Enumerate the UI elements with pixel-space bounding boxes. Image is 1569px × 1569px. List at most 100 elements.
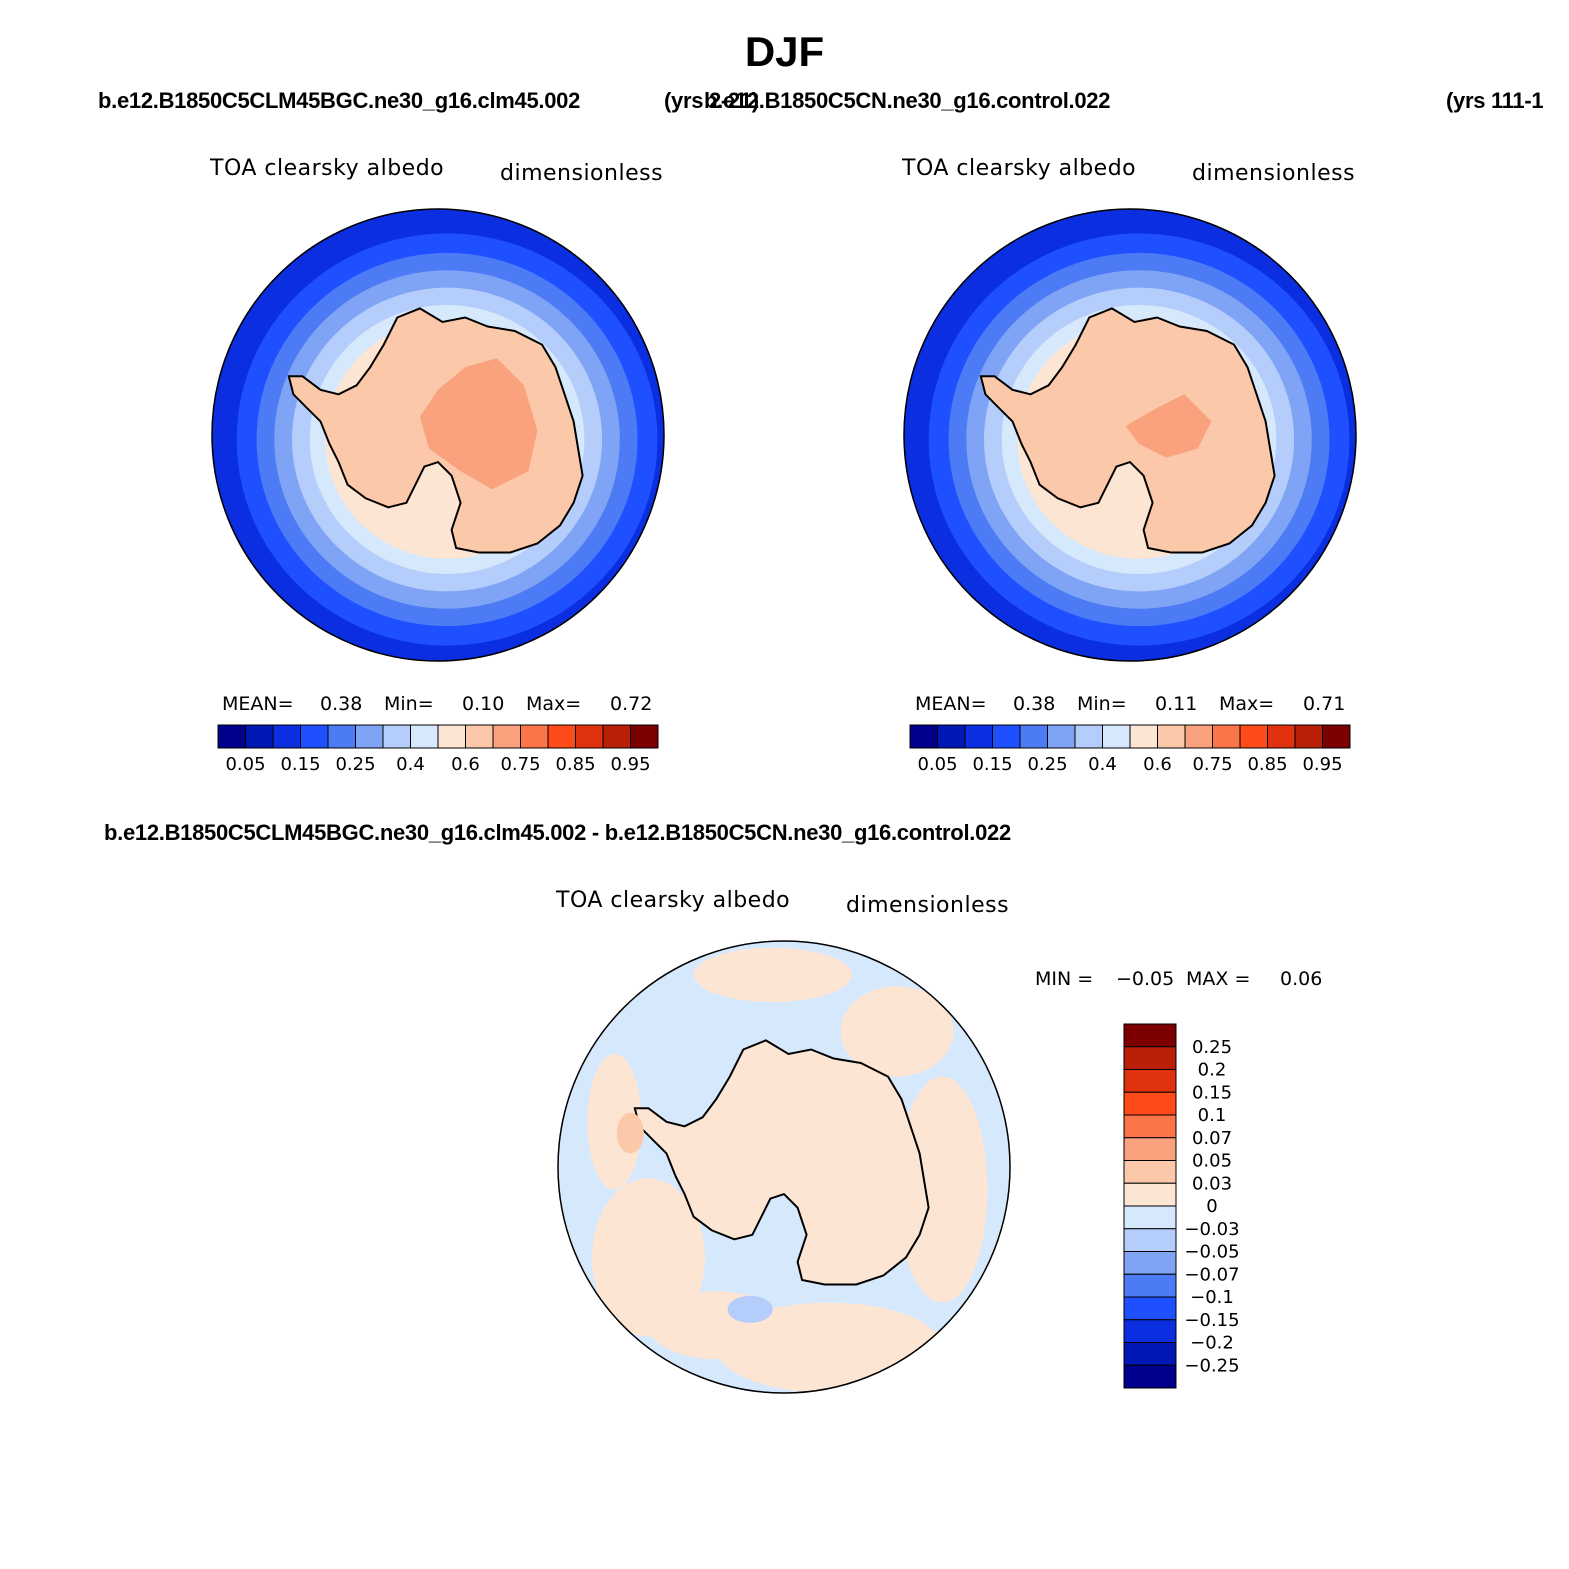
colorbar-box (1123, 1228, 1177, 1252)
colorbar-box (1123, 1251, 1177, 1275)
map-boundary (903, 208, 1357, 662)
panel1-max-value: 0.72 (610, 693, 653, 715)
colorbar-tick-label: −0.03 (1184, 1219, 1239, 1240)
colorbar-tick-label: −0.1 (1190, 1287, 1234, 1308)
colorbar-box (217, 724, 246, 749)
colorbar-box (245, 724, 274, 749)
colorbar-box (1123, 1205, 1177, 1230)
map-panel-1 (211, 208, 665, 662)
diff-positive-band (587, 1054, 642, 1190)
colorbar-box (1074, 724, 1103, 749)
colorbar-box (1123, 1296, 1177, 1321)
colorbar-tick-label: 0.15 (972, 754, 1012, 775)
diff-positive-band (591, 1178, 705, 1337)
panel1-variable-label: TOA clearsky albedo (210, 156, 445, 181)
colorbar-tick-label: −0.2 (1190, 1333, 1234, 1354)
colorbar-box (1322, 724, 1351, 749)
colorbar-box (1294, 724, 1323, 749)
panel3-min-label: MIN = (1035, 968, 1094, 990)
map-boundary (557, 940, 1011, 1394)
diff-positive-band (840, 986, 954, 1077)
colorbar-box (1123, 1023, 1177, 1048)
panel2-max-value: 0.71 (1303, 693, 1346, 715)
map-boundary (211, 208, 665, 662)
colorbar-tick-label: −0.15 (1184, 1310, 1239, 1331)
colorbar-tick-label: 0.15 (280, 754, 320, 775)
colorbar-box (1123, 1182, 1177, 1207)
colorbar-tick-label: 0.85 (1247, 754, 1287, 775)
panel1-mean-label: MEAN= (222, 693, 294, 715)
panel3-max-label: MAX = (1186, 968, 1251, 990)
colorbar-tick-label: 0.75 (500, 754, 540, 775)
panel1-min-value: 0.10 (462, 693, 505, 715)
colorbar-box (630, 724, 659, 749)
colorbar-tick-label: 0.6 (1143, 754, 1172, 775)
colorbar-box (492, 724, 521, 749)
case-name-right: b.e12.B1850C5CN.ne30_g16.control.022 (704, 88, 1111, 113)
colorbar-box (437, 724, 466, 749)
map-panel-2 (903, 208, 1357, 662)
panel2-mean-value: 0.38 (1013, 693, 1056, 715)
panel2-min-value: 0.11 (1155, 693, 1198, 715)
panel3-variable-label: TOA clearsky albedo (556, 888, 791, 913)
colorbar-2: 0.05 0.15 0.25 0.4 0.6 0.75 0.85 0.95 (909, 724, 1351, 775)
colorbar-tick-label: 0.05 (1192, 1151, 1232, 1172)
colorbar-box (547, 724, 576, 749)
colorbar-tick-label: −0.25 (1184, 1355, 1239, 1376)
colorbar-tick-label: 0.95 (1302, 754, 1342, 775)
colorbar-tick-label: 0.6 (451, 754, 480, 775)
colorbar-tick-label: 0.05 (917, 754, 957, 775)
colorbar-box (382, 724, 411, 749)
colorbar-box (1129, 724, 1158, 749)
colorbar-box (520, 724, 549, 749)
colorbar-box (300, 724, 329, 749)
years-right: (yrs 111-1 (1446, 88, 1544, 113)
diff-title: b.e12.B1850C5CLM45BGC.ne30_g16.clm45.002… (104, 820, 1011, 845)
colorbar-diff: 0.250.20.150.10.070.050.030−0.03−0.05−0.… (1123, 1023, 1240, 1389)
colorbar-tick-label: −0.07 (1184, 1264, 1239, 1285)
colorbar-box (410, 724, 439, 749)
panel2-min-label: Min= (1077, 693, 1127, 715)
colorbar-box (1212, 724, 1241, 749)
panel1-units-label: dimensionless (500, 161, 664, 186)
figure-title: DJF (744, 28, 825, 75)
colorbar-box (937, 724, 966, 749)
antarctica-coastline (633, 1039, 930, 1286)
colorbar-box (1267, 724, 1296, 749)
colorbar-box (355, 724, 384, 749)
colorbar-box (327, 724, 356, 749)
panel3-min-value: −0.05 (1116, 968, 1175, 990)
panel2-max-label: Max= (1219, 693, 1275, 715)
colorbar-box (1184, 724, 1213, 749)
map-panel-diff (557, 940, 1011, 1394)
colorbar-1: 0.05 0.15 0.25 0.4 0.6 0.75 0.85 0.95 (217, 724, 659, 775)
colorbar-tick-label: 0.4 (1088, 754, 1117, 775)
diff-positive-band (897, 1076, 988, 1303)
colorbar-tick-label: 0.25 (335, 754, 375, 775)
colorbar-box (1102, 724, 1131, 749)
colorbar-box (1123, 1160, 1177, 1184)
panel2-units-label: dimensionless (1192, 161, 1356, 186)
colorbar-box (1157, 724, 1186, 749)
colorbar-box (1123, 1069, 1177, 1093)
colorbar-box (602, 724, 631, 749)
panel1-max-label: Max= (526, 693, 582, 715)
colorbar-box (992, 724, 1021, 749)
colorbar-tick-label: 0.4 (396, 754, 425, 775)
colorbar-box (1047, 724, 1076, 749)
colorbar-tick-label: 0.25 (1192, 1037, 1232, 1058)
colorbar-box (964, 724, 993, 749)
plateau-high-albedo (1125, 394, 1212, 458)
colorbar-box (1239, 724, 1268, 749)
colorbar-box (1123, 1046, 1177, 1070)
colorbar-box (1123, 1342, 1177, 1366)
colorbar-box (272, 724, 301, 749)
colorbar-tick-label: 0.95 (610, 754, 650, 775)
colorbar-box (1123, 1091, 1177, 1116)
colorbar-box (1123, 1319, 1177, 1343)
colorbar-box (1123, 1273, 1177, 1298)
panel2-variable-label: TOA clearsky albedo (902, 156, 1137, 181)
colorbar-tick-label: 0.03 (1192, 1173, 1232, 1194)
colorbar-tick-label: 0.25 (1027, 754, 1067, 775)
panel1-min-label: Min= (384, 693, 434, 715)
